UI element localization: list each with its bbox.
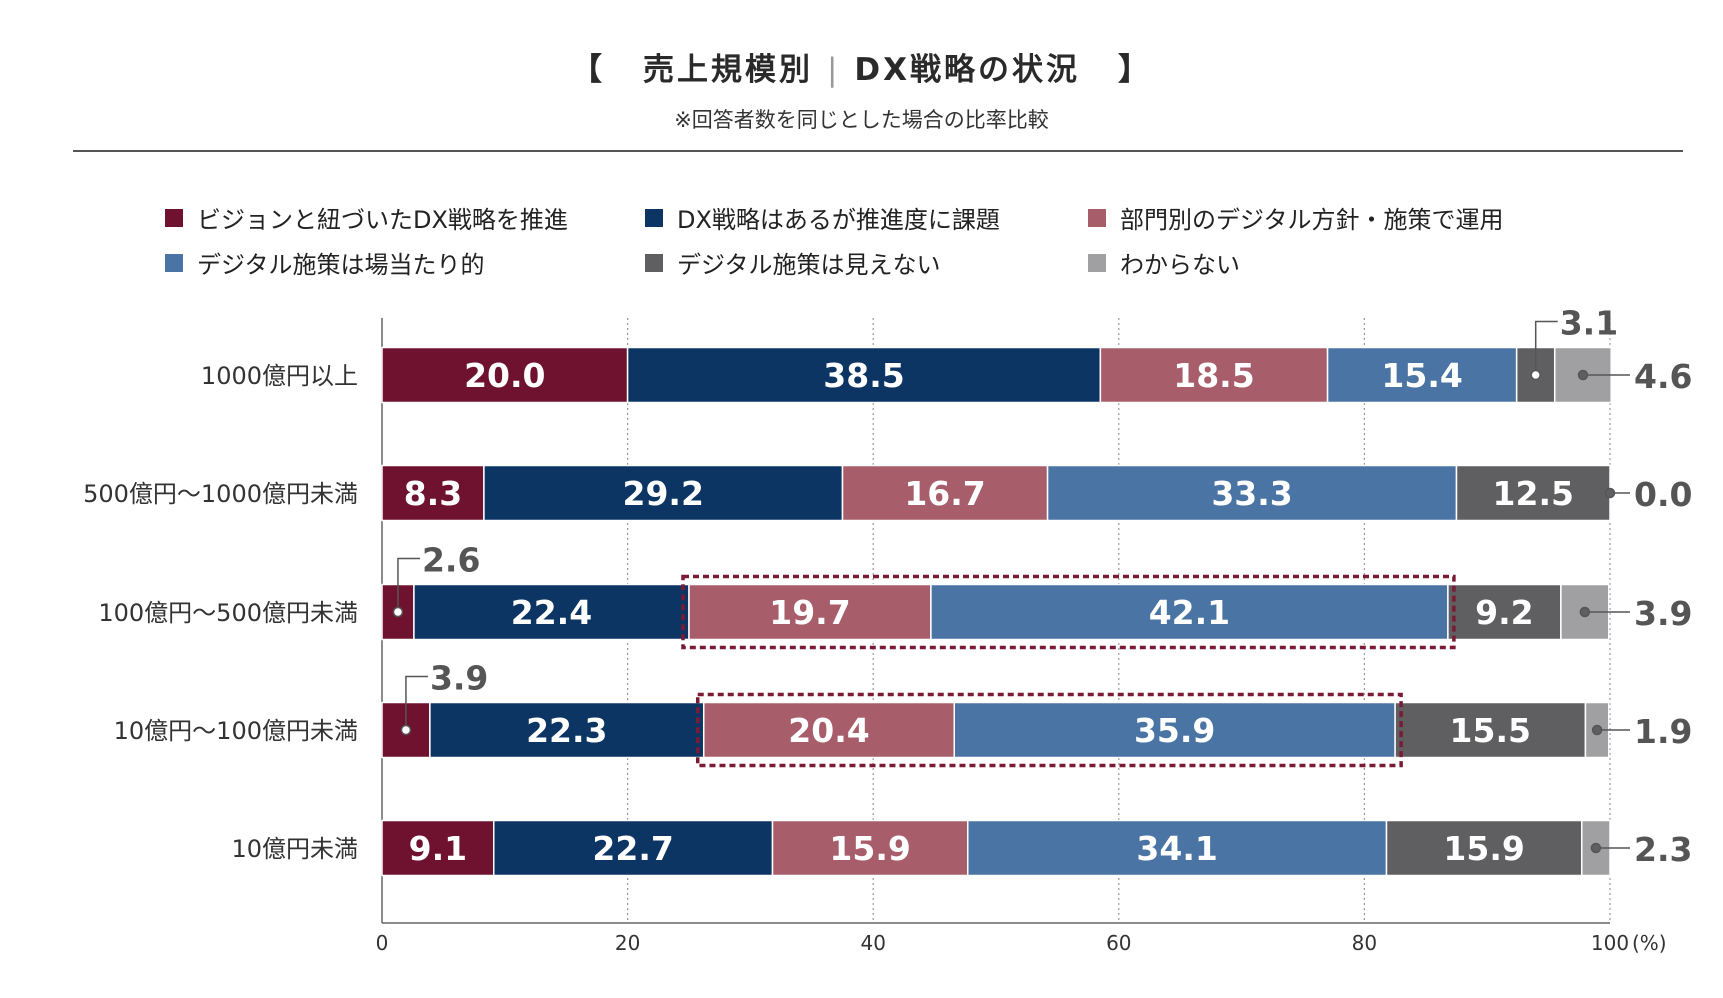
bar-segment [930, 583, 1449, 641]
bar-segment [1447, 583, 1562, 641]
bar-segment [1385, 819, 1583, 877]
highlight-box [695, 692, 1403, 768]
data-label: 12.5 [1493, 474, 1574, 513]
data-label: 22.7 [592, 829, 673, 868]
data-label: 9.2 [1475, 593, 1533, 632]
callout-label: 3.9 [1634, 594, 1692, 633]
callout-label: 1.9 [1634, 712, 1692, 751]
callout-dot [1579, 606, 1591, 618]
legend-label: DX戦略はあるが推進度に課題 [677, 206, 1000, 234]
callout-label: 3.9 [430, 659, 488, 698]
callout-label: 4.6 [1634, 357, 1692, 396]
x-tick-label: 20 [615, 931, 640, 955]
data-label: 20.4 [788, 711, 869, 750]
callout-label: 2.6 [422, 541, 480, 580]
callout-leader [397, 557, 420, 612]
legend-swatch [645, 208, 663, 227]
callout-leader [405, 675, 428, 730]
data-label: 34.1 [1136, 829, 1217, 868]
callout-dot [400, 724, 412, 736]
title-separator: | [826, 52, 841, 88]
callout-leader [1534, 320, 1558, 375]
legend-item-4: デジタル施策は場当たり的 [165, 245, 485, 280]
legend-swatch [1088, 208, 1106, 227]
bar-segment [413, 583, 690, 641]
bar-segment [688, 583, 932, 641]
bar-segment [771, 819, 969, 877]
category-label: 100億円～500億円未満 [98, 599, 358, 627]
x-tick-label: 60 [1106, 931, 1131, 955]
legend-label: ビジョンと紐づいたDX戦略を推進 [197, 206, 568, 234]
data-label: 16.7 [904, 474, 985, 513]
legend-swatch [165, 253, 183, 272]
legend-item-3: 部門別のデジタル方針・施策で運用 [1088, 200, 1504, 235]
data-label: 33.3 [1211, 474, 1292, 513]
legend-item-2: DX戦略はあるが推進度に課題 [645, 200, 1000, 235]
callout-label: 3.1 [1560, 304, 1618, 343]
legend-item-6: わからない [1088, 245, 1240, 280]
callout-dot [1530, 369, 1541, 381]
highlight-box [681, 574, 1456, 650]
data-label: 38.5 [823, 356, 904, 395]
bar-segment [429, 701, 705, 759]
bar-segment [1326, 346, 1518, 404]
data-label: 19.7 [769, 593, 850, 632]
bar-segment [702, 701, 955, 759]
data-label: 18.5 [1173, 356, 1254, 395]
legend-item-5: デジタル施策は見えない [645, 245, 941, 280]
bar-segment [492, 819, 774, 877]
category-label: 10億円未満 [231, 835, 358, 863]
header-divider [73, 150, 1683, 152]
data-label: 42.1 [1149, 593, 1230, 632]
legend-item-1: ビジョンと紐づいたDX戦略を推進 [165, 200, 568, 235]
data-label: 29.2 [623, 474, 704, 513]
legend-label: わからない [1120, 251, 1240, 279]
data-label: 15.4 [1381, 356, 1462, 395]
callout-dot [1591, 724, 1603, 736]
legend-label: デジタル施策は見えない [677, 251, 941, 279]
title-right: DX戦略の状況 [854, 52, 1081, 88]
callout-dot [1604, 487, 1616, 499]
bar-segment [381, 819, 495, 877]
callout-label: 2.3 [1634, 830, 1692, 869]
legend-label: 部門別のデジタル方針・施策で運用 [1120, 206, 1504, 234]
category-label: 1000億円以上 [201, 362, 358, 390]
data-label: 9.1 [409, 829, 467, 868]
x-tick-label: 80 [1352, 931, 1377, 955]
x-unit-label: (%) [1632, 931, 1667, 955]
data-label: 15.5 [1450, 711, 1531, 750]
data-label: 35.9 [1134, 711, 1215, 750]
bar-segment [1099, 346, 1329, 404]
x-tick-label: 0 [376, 931, 389, 955]
legend-swatch [645, 253, 663, 272]
chart-subtitle: ※回答者数を同じとした場合の比率比較 [674, 108, 1049, 132]
callout-dot [1590, 842, 1602, 854]
legend-swatch [1088, 253, 1106, 272]
bar-segment [1455, 464, 1611, 522]
bar-segment [381, 346, 629, 404]
bar-segment [483, 464, 844, 522]
data-label: 15.9 [829, 829, 910, 868]
bar-segment [626, 346, 1102, 404]
data-label: 22.3 [526, 711, 607, 750]
legend-label: デジタル施策は場当たり的 [197, 251, 485, 279]
callout-dot [392, 606, 404, 618]
data-label: 20.0 [464, 356, 545, 395]
callout-dot [1577, 369, 1589, 381]
callout-label: 0.0 [1634, 475, 1692, 514]
category-label: 500億円～1000億円未満 [83, 480, 358, 508]
legend-swatch [165, 208, 183, 227]
bar-segment [381, 464, 485, 522]
x-tick-label: 100 [1591, 931, 1629, 955]
title-left: 売上規模別 [642, 52, 813, 88]
x-tick-label: 40 [860, 931, 885, 955]
chart-title: 【 売上規模別 | DX戦略の状況 】 [0, 44, 1723, 89]
category-label: 10億円～100億円未満 [114, 717, 358, 745]
title-bracket-open: 【 [570, 52, 605, 88]
data-label: 22.4 [511, 593, 592, 632]
title-bracket-close: 】 [1118, 52, 1153, 88]
data-label: 15.9 [1443, 829, 1524, 868]
data-label: 8.3 [404, 474, 462, 513]
